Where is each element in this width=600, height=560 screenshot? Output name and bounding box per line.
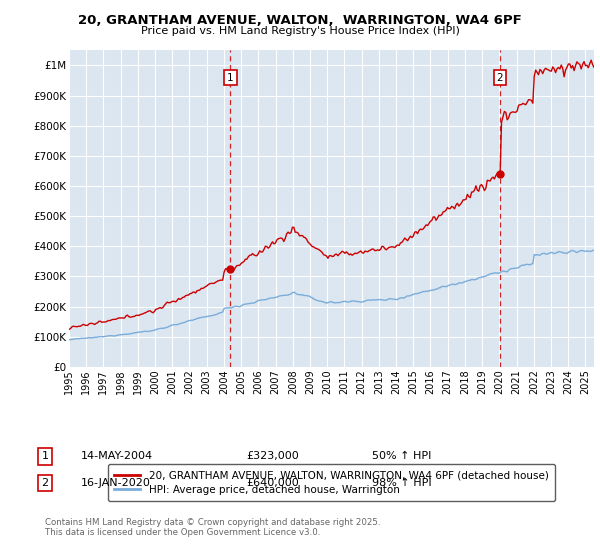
Text: 2: 2 (497, 73, 503, 82)
Text: 1: 1 (227, 73, 233, 82)
Text: 98% ↑ HPI: 98% ↑ HPI (372, 478, 431, 488)
Text: 1: 1 (41, 451, 49, 461)
Text: £640,000: £640,000 (246, 478, 299, 488)
Legend: 20, GRANTHAM AVENUE, WALTON, WARRINGTON, WA4 6PF (detached house), HPI: Average : 20, GRANTHAM AVENUE, WALTON, WARRINGTON,… (108, 464, 555, 501)
Text: 50% ↑ HPI: 50% ↑ HPI (372, 451, 431, 461)
Text: 2: 2 (41, 478, 49, 488)
Text: 16-JAN-2020: 16-JAN-2020 (81, 478, 151, 488)
Text: £323,000: £323,000 (246, 451, 299, 461)
Text: Contains HM Land Registry data © Crown copyright and database right 2025.
This d: Contains HM Land Registry data © Crown c… (45, 518, 380, 538)
Text: 14-MAY-2004: 14-MAY-2004 (81, 451, 153, 461)
Text: 20, GRANTHAM AVENUE, WALTON,  WARRINGTON, WA4 6PF: 20, GRANTHAM AVENUE, WALTON, WARRINGTON,… (78, 14, 522, 27)
Text: Price paid vs. HM Land Registry's House Price Index (HPI): Price paid vs. HM Land Registry's House … (140, 26, 460, 36)
